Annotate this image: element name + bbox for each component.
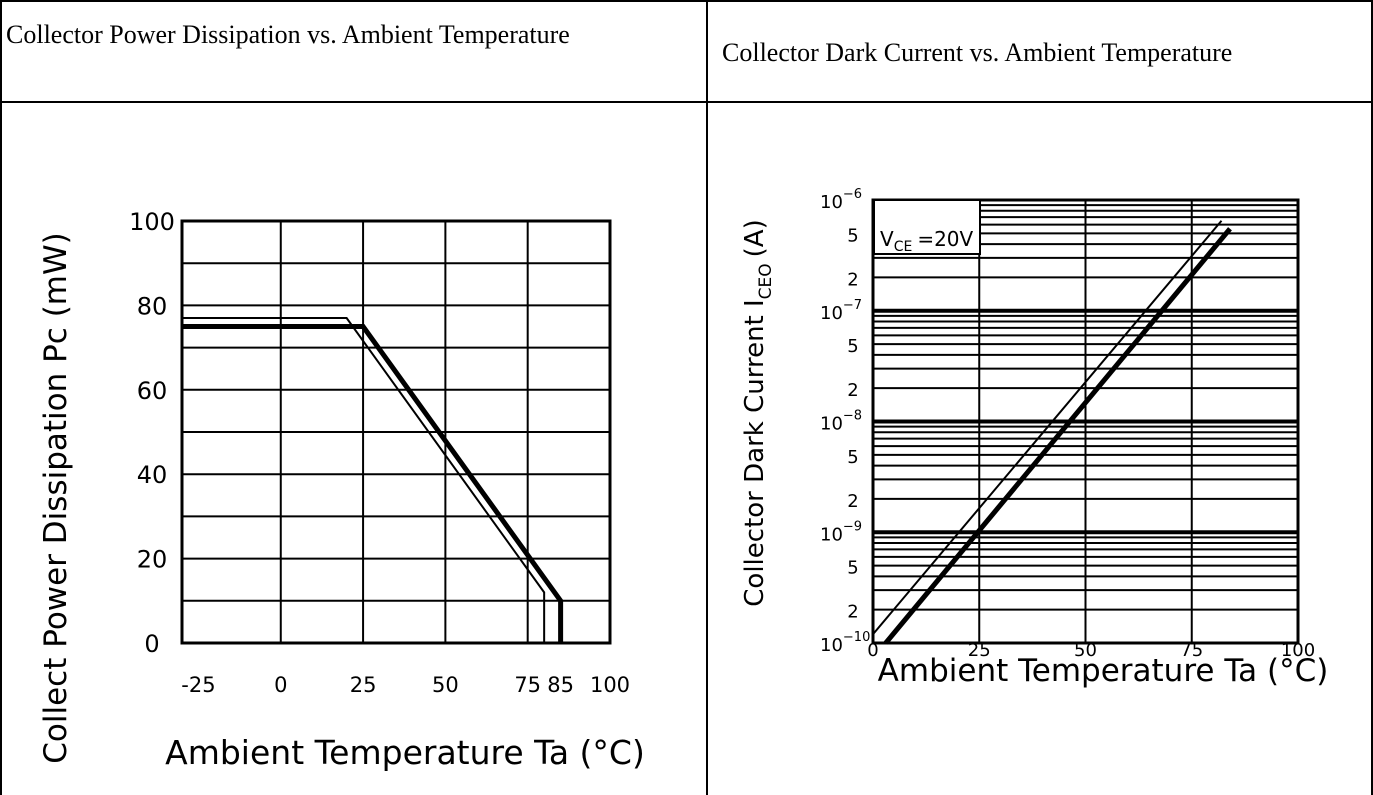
chart-series <box>182 317 564 643</box>
vce-annotation: VCE =20V <box>880 227 974 255</box>
x-tick-label: 75 <box>514 673 541 697</box>
decade-base: 10 <box>820 635 843 656</box>
x-tick-label: 0 <box>867 640 878 661</box>
decade-base: 10 <box>820 192 843 213</box>
decade-exponent: −8 <box>843 409 862 424</box>
y-tick-label: 100 <box>129 208 175 236</box>
table-border-left <box>0 0 2 795</box>
decade-exponent: −10 <box>843 630 870 645</box>
decade-exponent: −7 <box>843 298 862 313</box>
power-dissipation-chart: 0 20 40 60 80 100 -25 0 25 50 75 85 100 Collect Pow… <box>38 208 645 772</box>
x-axis-label: Ambient Temperature Ta (°C) <box>878 653 1329 689</box>
x-tick-labels: -25 0 25 50 75 85 100 <box>181 673 630 697</box>
y-tick-label: 40 <box>137 461 168 489</box>
y-tick-label: 80 <box>137 292 168 320</box>
x-tick-label: 25 <box>968 640 991 661</box>
ylabel-main: Collector Dark Current I <box>740 299 770 606</box>
chart-series <box>872 220 1232 645</box>
chart-grid <box>180 219 612 645</box>
series-line-thick <box>883 227 1232 645</box>
annotation-box <box>873 199 981 255</box>
annotation-main: V <box>880 227 894 251</box>
y-tick-label: 0 <box>144 630 159 658</box>
decade-base: 10 <box>820 524 843 545</box>
decade-base: 10 <box>820 414 843 435</box>
y-tick-minor: 5 <box>847 558 858 579</box>
x-tick-label: 75 <box>1180 640 1203 661</box>
y-tick-label: 20 <box>137 546 168 574</box>
decade-exponent: −6 <box>843 187 862 202</box>
x-tick-label: 0 <box>274 673 287 697</box>
x-tick-label: 50 <box>1074 640 1097 661</box>
left-chart-header: Collector Power Dissipation vs. Ambient … <box>6 20 570 49</box>
y-tick-label: 60 <box>137 377 168 405</box>
y-tick-labels: 0 20 40 60 80 100 <box>129 208 175 658</box>
series-line-thin <box>182 317 546 643</box>
x-tick-label: -25 <box>181 673 215 697</box>
x-tick-label: 25 <box>350 673 377 697</box>
y-tick-decade: 10−6 <box>820 187 862 213</box>
annotation-sub: CE <box>894 239 913 255</box>
series-line-thin <box>872 220 1223 635</box>
x-tick-labels: 0 25 50 75 100 <box>867 640 1315 661</box>
decade-base: 10 <box>820 303 843 324</box>
y-tick-decade: 10−8 <box>820 409 862 435</box>
table-border-right <box>1371 0 1373 795</box>
y-tick-minor: 5 <box>847 225 858 246</box>
x-axis-label: Ambient Temperature Ta (°C) <box>165 733 645 772</box>
y-tick-decade: 10−10 <box>820 630 870 656</box>
table-column-divider <box>706 0 708 795</box>
y-tick-minor: 5 <box>847 336 858 357</box>
table-header-divider <box>0 101 1373 103</box>
right-chart-header: Collector Dark Current vs. Ambient Tempe… <box>722 38 1233 67</box>
y-tick-minor: 2 <box>847 380 858 401</box>
y-tick-minor: 2 <box>847 491 858 512</box>
y-axis-label: Collect Power Dissipation Pc (mW) <box>38 232 74 763</box>
y-tick-minor: 2 <box>847 602 858 623</box>
y-axis-label: Collector Dark Current ICEO (A) <box>740 219 776 606</box>
table-border-top <box>0 0 1373 2</box>
decade-exponent: −9 <box>843 519 862 534</box>
ylabel-sub: CEO <box>756 263 776 299</box>
x-tick-label: 100 <box>1281 640 1315 661</box>
x-tick-label: 85 <box>547 673 574 697</box>
y-tick-decade: 10−9 <box>820 519 862 545</box>
ylabel-unit: (A) <box>740 219 770 257</box>
x-tick-label: 50 <box>432 673 459 697</box>
x-tick-label: 100 <box>590 673 630 697</box>
y-tick-decade: 10−7 <box>820 298 862 324</box>
annotation-rest: =20V <box>917 227 973 251</box>
series-line-thick <box>182 324 564 643</box>
y-tick-minor: 2 <box>847 269 858 290</box>
chart-grid <box>871 198 1300 645</box>
y-tick-minor: 5 <box>847 447 858 468</box>
